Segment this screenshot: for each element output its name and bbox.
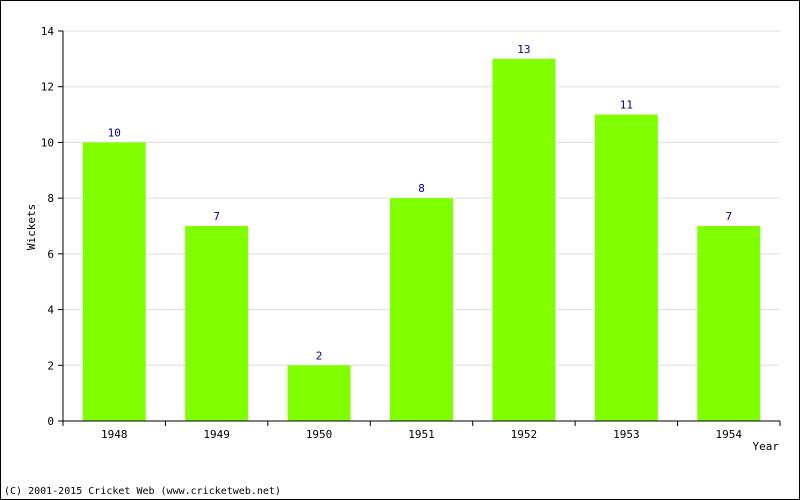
y-tick-label-0: 0 [47, 415, 54, 428]
data-label-1951: 8 [418, 182, 425, 195]
labels: 0 2 4 6 8 10 12 14 10 1948 7 1949 2 1950 8 1951 13 1952 11… [41, 25, 743, 441]
y-tick-label-6: 12 [41, 81, 54, 94]
x-axis-title: Year [753, 440, 780, 453]
data-label-1952: 13 [517, 43, 530, 56]
bars [82, 58, 761, 422]
y-tick-label-3: 6 [47, 248, 54, 261]
x-tick-label-1950: 1950 [306, 428, 333, 441]
y-tick-label-5: 10 [41, 136, 54, 149]
bar-1951 [390, 198, 453, 421]
x-tick-label-1949: 1949 [203, 428, 230, 441]
x-tick-label-1948: 1948 [101, 428, 128, 441]
bar-1948 [82, 142, 146, 421]
bar-1954 [697, 226, 761, 421]
data-label-1954: 7 [725, 210, 732, 223]
y-tick-label-1: 2 [47, 359, 54, 372]
data-label-1950: 2 [316, 349, 323, 362]
bar-1953 [594, 114, 658, 422]
bar-1950 [287, 365, 351, 421]
axes [58, 30, 781, 426]
y-tick-label-4: 8 [47, 192, 54, 205]
data-label-1949: 7 [213, 210, 220, 223]
y-tick-label-7: 14 [41, 25, 55, 38]
y-axis-title: Wickets [25, 204, 38, 250]
x-tick-label-1951: 1951 [408, 428, 435, 441]
bar-1949 [185, 226, 249, 421]
x-tick-label-1953: 1953 [613, 428, 640, 441]
x-tick-label-1952: 1952 [511, 428, 538, 441]
x-tick-label-1954: 1954 [716, 428, 743, 441]
data-label-1953: 11 [620, 99, 633, 112]
data-label-1948: 10 [108, 126, 121, 139]
bar-1952 [492, 58, 556, 421]
copyright-text: (C) 2001-2015 Cricket Web (www.cricketwe… [4, 486, 281, 497]
y-tick-label-2: 4 [47, 304, 54, 317]
